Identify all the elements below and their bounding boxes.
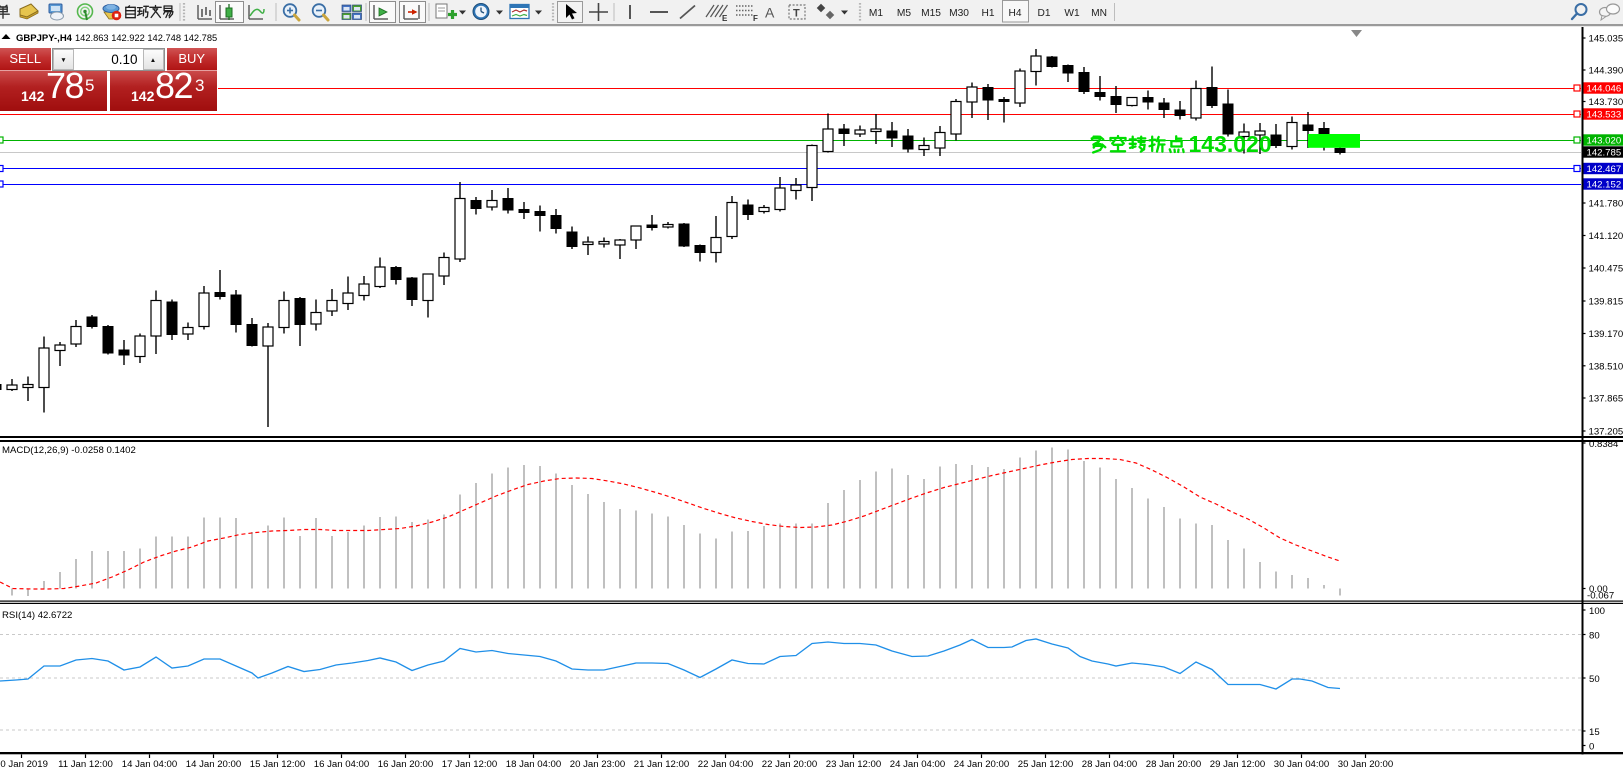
svg-text:137.205: 137.205 — [1589, 427, 1623, 438]
svg-text:139.170: 139.170 — [1589, 329, 1623, 340]
svg-text:11 Jan 12:00: 11 Jan 12:00 — [58, 759, 113, 770]
svg-text:MN: MN — [1091, 8, 1107, 19]
svg-text:0.8384: 0.8384 — [1589, 439, 1619, 450]
svg-text:16 Jan 20:00: 16 Jan 20:00 — [378, 759, 433, 770]
svg-text:14 Jan 20:00: 14 Jan 20:00 — [186, 759, 241, 770]
svg-text:16 Jan 04:00: 16 Jan 04:00 — [314, 759, 369, 770]
svg-text:25 Jan 12:00: 25 Jan 12:00 — [1018, 759, 1073, 770]
svg-text:H1: H1 — [981, 8, 994, 19]
svg-text:M5: M5 — [897, 8, 911, 19]
svg-text:D1: D1 — [1037, 8, 1050, 19]
svg-text:141.780: 141.780 — [1589, 199, 1623, 210]
svg-text:141.120: 141.120 — [1589, 231, 1623, 242]
svg-text:142.152: 142.152 — [1587, 180, 1622, 191]
svg-text:RSI(14) 42.6722: RSI(14) 42.6722 — [2, 610, 72, 621]
svg-text:15 Jan 12:00: 15 Jan 12:00 — [250, 759, 305, 770]
svg-text:143.020: 143.020 — [1189, 131, 1272, 157]
svg-text:143.730: 143.730 — [1589, 97, 1623, 108]
svg-text:0.00: 0.00 — [1589, 584, 1608, 595]
svg-text:24 Jan 04:00: 24 Jan 04:00 — [890, 759, 945, 770]
svg-text:F: F — [753, 14, 758, 23]
svg-text:15: 15 — [1589, 727, 1600, 738]
svg-text:28 Jan 04:00: 28 Jan 04:00 — [1082, 759, 1137, 770]
svg-text:142.785: 142.785 — [1587, 148, 1622, 159]
svg-text:0: 0 — [1589, 742, 1594, 753]
svg-text:M15: M15 — [921, 8, 941, 19]
svg-text:30 Jan 20:00: 30 Jan 20:00 — [1338, 759, 1393, 770]
svg-text:H4: H4 — [1008, 8, 1021, 19]
svg-text:144.046: 144.046 — [1587, 84, 1622, 95]
svg-text:140.475: 140.475 — [1589, 264, 1623, 275]
svg-text:17 Jan 12:00: 17 Jan 12:00 — [442, 759, 497, 770]
svg-text:18 Jan 04:00: 18 Jan 04:00 — [506, 759, 561, 770]
svg-text:M30: M30 — [949, 8, 969, 19]
svg-text:23 Jan 12:00: 23 Jan 12:00 — [826, 759, 881, 770]
svg-text:24 Jan 20:00: 24 Jan 20:00 — [954, 759, 1009, 770]
svg-text:28 Jan 20:00: 28 Jan 20:00 — [1146, 759, 1201, 770]
svg-text:14 Jan 04:00: 14 Jan 04:00 — [122, 759, 177, 770]
svg-text:MACD(12,26,9) -0.0258 0.1402: MACD(12,26,9) -0.0258 0.1402 — [2, 445, 136, 456]
svg-text:10 Jan 2019: 10 Jan 2019 — [0, 759, 48, 770]
svg-text:50: 50 — [1589, 674, 1600, 685]
svg-text:M1: M1 — [869, 8, 883, 19]
svg-text:22 Jan 04:00: 22 Jan 04:00 — [698, 759, 753, 770]
svg-text:W1: W1 — [1064, 8, 1080, 19]
svg-text:138.510: 138.510 — [1589, 361, 1623, 372]
svg-text:145.035: 145.035 — [1589, 34, 1623, 45]
svg-text:143.020: 143.020 — [1587, 136, 1622, 147]
svg-text:A: A — [765, 5, 775, 21]
svg-text:144.390: 144.390 — [1589, 66, 1623, 77]
svg-text:GBPJPY-,H4: GBPJPY-,H4 — [16, 33, 73, 44]
svg-text:142.467: 142.467 — [1587, 164, 1622, 175]
svg-text:21 Jan 12:00: 21 Jan 12:00 — [634, 759, 689, 770]
svg-text:139.815: 139.815 — [1589, 297, 1623, 308]
svg-text:100: 100 — [1589, 606, 1605, 617]
svg-text:E: E — [722, 14, 728, 23]
svg-text:T: T — [793, 8, 800, 20]
svg-text:20 Jan 23:00: 20 Jan 23:00 — [570, 759, 625, 770]
svg-text:-0.067: -0.067 — [1587, 591, 1614, 602]
svg-text:142.863 142.922 142.748 142.78: 142.863 142.922 142.748 142.785 — [75, 33, 217, 43]
svg-text:143.533: 143.533 — [1587, 110, 1622, 121]
svg-text:30 Jan 04:00: 30 Jan 04:00 — [1274, 759, 1329, 770]
svg-text:80: 80 — [1589, 631, 1600, 642]
svg-text:137.865: 137.865 — [1589, 394, 1623, 405]
svg-text:29 Jan 12:00: 29 Jan 12:00 — [1210, 759, 1265, 770]
svg-text:22 Jan 20:00: 22 Jan 20:00 — [762, 759, 817, 770]
